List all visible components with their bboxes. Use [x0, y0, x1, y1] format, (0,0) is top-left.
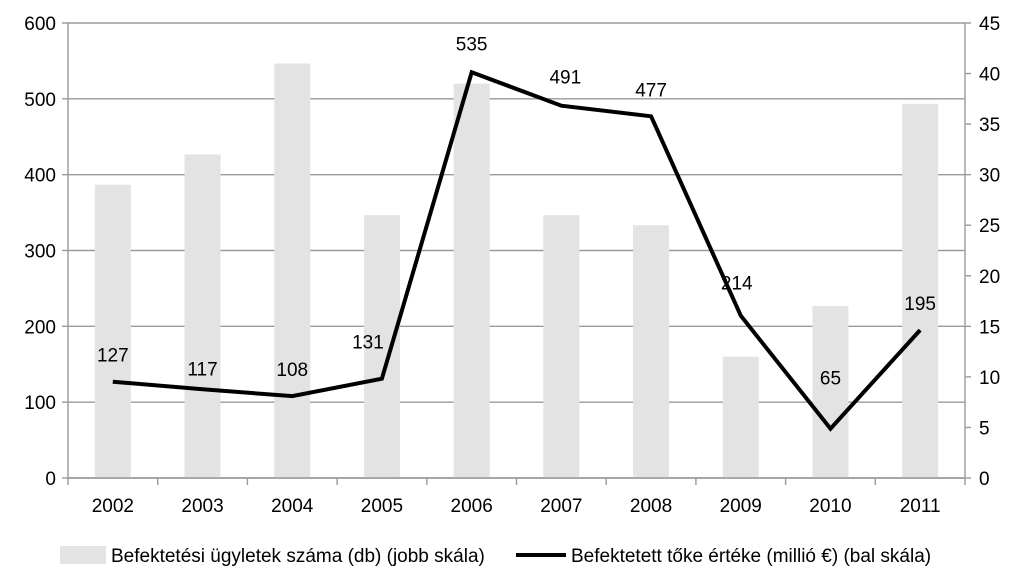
- bar-series: [94, 63, 939, 479]
- left-axis-tick-label: 600: [24, 14, 56, 35]
- data-label: 131: [352, 333, 384, 354]
- left-axis-tick-label: 500: [24, 90, 56, 111]
- right-axis-tick-label: 10: [979, 368, 1000, 389]
- legend: Befektetési ügyletek száma (db) (jobb sk…: [60, 546, 931, 567]
- bar: [722, 356, 759, 478]
- right-axis-tick-label: 30: [979, 166, 1000, 187]
- bar: [902, 103, 939, 478]
- data-label: 491: [549, 68, 581, 89]
- x-axis-tick-label: 2008: [630, 496, 672, 517]
- bar: [94, 184, 131, 478]
- bar: [453, 83, 490, 479]
- data-label: 214: [721, 274, 753, 295]
- bar: [812, 306, 849, 478]
- left-axis-tick-label: 300: [24, 242, 56, 263]
- data-label: 127: [97, 346, 129, 367]
- right-axis-tick-label: 20: [979, 267, 1000, 288]
- x-axis-tick-label: 2006: [451, 496, 493, 517]
- right-axis-tick-label: 25: [979, 216, 1000, 237]
- data-label: 535: [456, 34, 488, 55]
- line-path: [112, 69, 922, 432]
- bar: [363, 215, 400, 478]
- data-label: 117: [187, 359, 217, 380]
- legend-swatch-bars: [60, 546, 106, 564]
- legend-label-line: Befektetett tőke értéke (millió €) (bal …: [571, 546, 931, 567]
- data-label: 477: [635, 80, 667, 101]
- bar: [184, 154, 221, 478]
- left-axis-tick-label: 0: [45, 469, 56, 490]
- x-axis-tick-label: 2003: [181, 496, 223, 517]
- right-axis-tick-label: 5: [979, 418, 990, 439]
- right-axis-tick-label: 35: [979, 115, 1000, 136]
- bar: [543, 215, 580, 478]
- left-axis-tick-label: 400: [24, 166, 56, 187]
- right-axis-tick-label: 45: [979, 14, 1000, 35]
- x-axis-tick-label: 2004: [271, 496, 314, 517]
- x-axis-tick-label: 2009: [720, 496, 762, 517]
- right-axis-tick-label: 0: [979, 469, 990, 490]
- x-axis-tick-label: 2011: [900, 496, 941, 517]
- bar: [274, 63, 311, 478]
- left-axis-tick-label: 200: [24, 317, 56, 338]
- legend-label-bars: Befektetési ügyletek száma (db) (jobb sk…: [111, 546, 485, 567]
- x-axis-tick-label: 2005: [361, 496, 403, 517]
- data-label: 65: [820, 369, 841, 390]
- data-label: 108: [276, 360, 308, 381]
- line-series: [112, 69, 922, 432]
- right-axis-tick-label: 15: [979, 317, 1000, 338]
- x-axis-tick-label: 2010: [809, 496, 851, 517]
- data-label: 195: [904, 294, 936, 315]
- bar: [633, 225, 670, 478]
- x-axis-tick-label: 2002: [92, 496, 134, 517]
- x-axis-tick-label: 2007: [540, 496, 582, 517]
- right-axis-tick-label: 40: [979, 65, 1000, 86]
- data-labels: 127 117 108 131 535 491 477 214 65 195: [97, 34, 936, 389]
- left-axis-tick-label: 100: [24, 393, 56, 414]
- axes: 0 100 200 300 400 500 600 0 5 10 15 20 25 30 35 40 45 200…: [24, 14, 1000, 517]
